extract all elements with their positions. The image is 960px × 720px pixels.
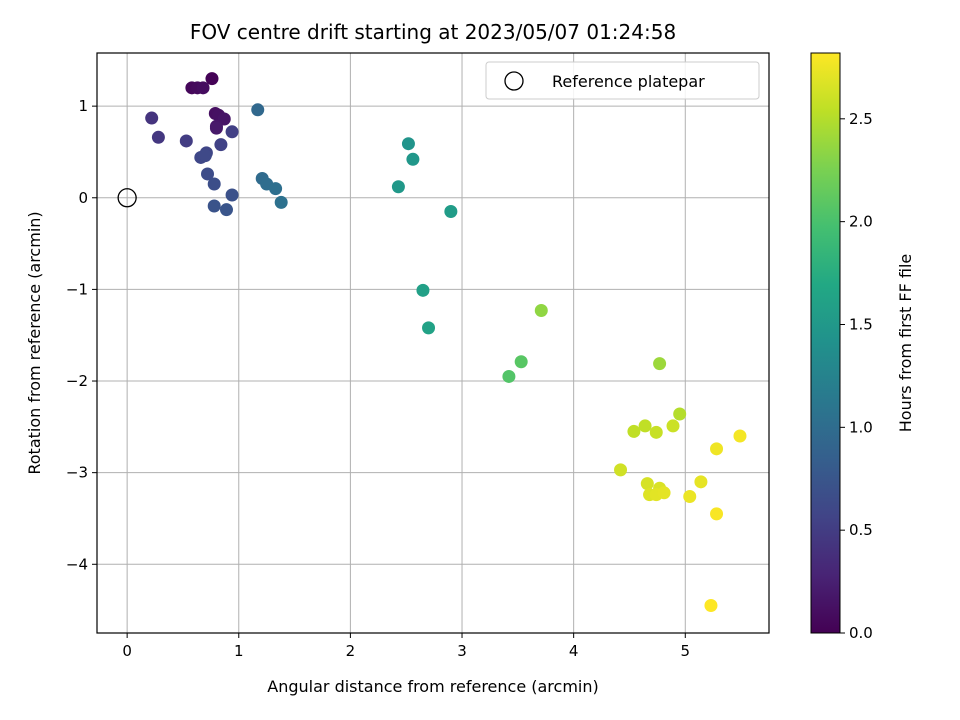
scatter-point <box>657 486 671 500</box>
scatter-point <box>614 463 628 477</box>
scatter-point <box>514 355 528 369</box>
scatter-point <box>640 477 654 491</box>
y-tick-label: −4 <box>66 555 88 573</box>
scatter-point <box>733 429 747 443</box>
y-tick-label: −3 <box>66 464 88 482</box>
colorbar-tick-label: 2.5 <box>849 110 873 128</box>
scatter-point <box>151 130 165 144</box>
x-tick-label: 1 <box>234 642 244 660</box>
y-tick-label: −1 <box>66 280 88 298</box>
plot-frame <box>96 52 770 634</box>
x-tick-label: 4 <box>569 642 579 660</box>
grid-lines <box>97 53 769 633</box>
y-axis-ticks: −4 −3 −2 −1 0 1 <box>66 97 97 573</box>
x-tick-label: 2 <box>346 642 356 660</box>
legend: Reference platepar <box>485 61 760 100</box>
colorbar-tick-label: 1.0 <box>849 418 873 436</box>
colorbar-tick-label: 2.0 <box>849 213 873 231</box>
colorbar: 0.0 0.5 1.0 1.5 2.0 2.5 Hours from first FF f… <box>810 52 915 642</box>
scatter-point <box>653 357 667 371</box>
legend-entry-reference-platepar: Reference platepar <box>552 72 705 91</box>
scatter-point <box>502 369 516 383</box>
scatter-point <box>534 303 548 317</box>
scatter-point <box>207 177 221 191</box>
scatter-point <box>710 507 724 521</box>
scatter-point <box>649 425 663 439</box>
scatter-point <box>269 182 283 196</box>
scatter-point <box>666 419 680 433</box>
colorbar-ticks: 0.0 0.5 1.0 1.5 2.0 2.5 <box>840 110 873 642</box>
scatter-point <box>683 489 697 503</box>
scatter-point <box>201 167 215 181</box>
scatter-point <box>225 188 239 202</box>
scatter-point <box>219 203 233 217</box>
scatter-point <box>225 125 239 139</box>
scatter-point <box>274 195 288 209</box>
scatter-point <box>207 199 221 213</box>
scatter-point <box>251 103 265 117</box>
scatter-point <box>401 137 415 151</box>
x-axis-ticks: 0 1 2 3 4 5 <box>122 633 690 660</box>
scatter-point <box>145 111 159 125</box>
scatter-point <box>694 475 708 489</box>
colorbar-label: Hours from first FF file <box>896 254 915 433</box>
x-tick-label: 3 <box>457 642 467 660</box>
scatter-point <box>627 424 641 438</box>
y-tick-label: 0 <box>78 189 88 207</box>
x-tick-label: 5 <box>681 642 691 660</box>
scatter-point <box>406 152 420 166</box>
scatter-point <box>209 121 223 135</box>
colorbar-tick-label: 0.0 <box>849 624 873 642</box>
colorbar-gradient <box>810 52 841 634</box>
scatter-point <box>444 205 458 219</box>
scatter-point <box>198 149 212 163</box>
y-tick-label: 1 <box>78 97 88 115</box>
scatter-point <box>205 72 219 86</box>
legend-marker-icon <box>504 71 524 91</box>
scatter-point <box>179 134 193 148</box>
scatter-point <box>638 419 652 433</box>
scatter-point <box>196 81 210 95</box>
legend-box <box>485 61 760 100</box>
colorbar-tick-label: 1.5 <box>849 315 873 333</box>
scatter-point <box>704 599 718 613</box>
y-tick-label: −2 <box>66 372 88 390</box>
colorbar-tick-label: 0.5 <box>849 521 873 539</box>
scatter-point <box>214 138 228 152</box>
scatter-point <box>673 407 687 421</box>
x-axis-label: Angular distance from reference (arcmin) <box>267 677 598 696</box>
scatter-point <box>710 442 724 456</box>
y-axis-label: Rotation from reference (arcmin) <box>25 211 44 474</box>
scatter-point <box>391 180 405 194</box>
scatter-point <box>422 321 436 335</box>
data-points <box>145 72 747 613</box>
x-tick-label: 0 <box>122 642 132 660</box>
scatter-point <box>416 283 430 297</box>
reference-platepar-marker <box>117 188 137 208</box>
chart-title: FOV centre drift starting at 2023/05/07 … <box>190 20 676 44</box>
